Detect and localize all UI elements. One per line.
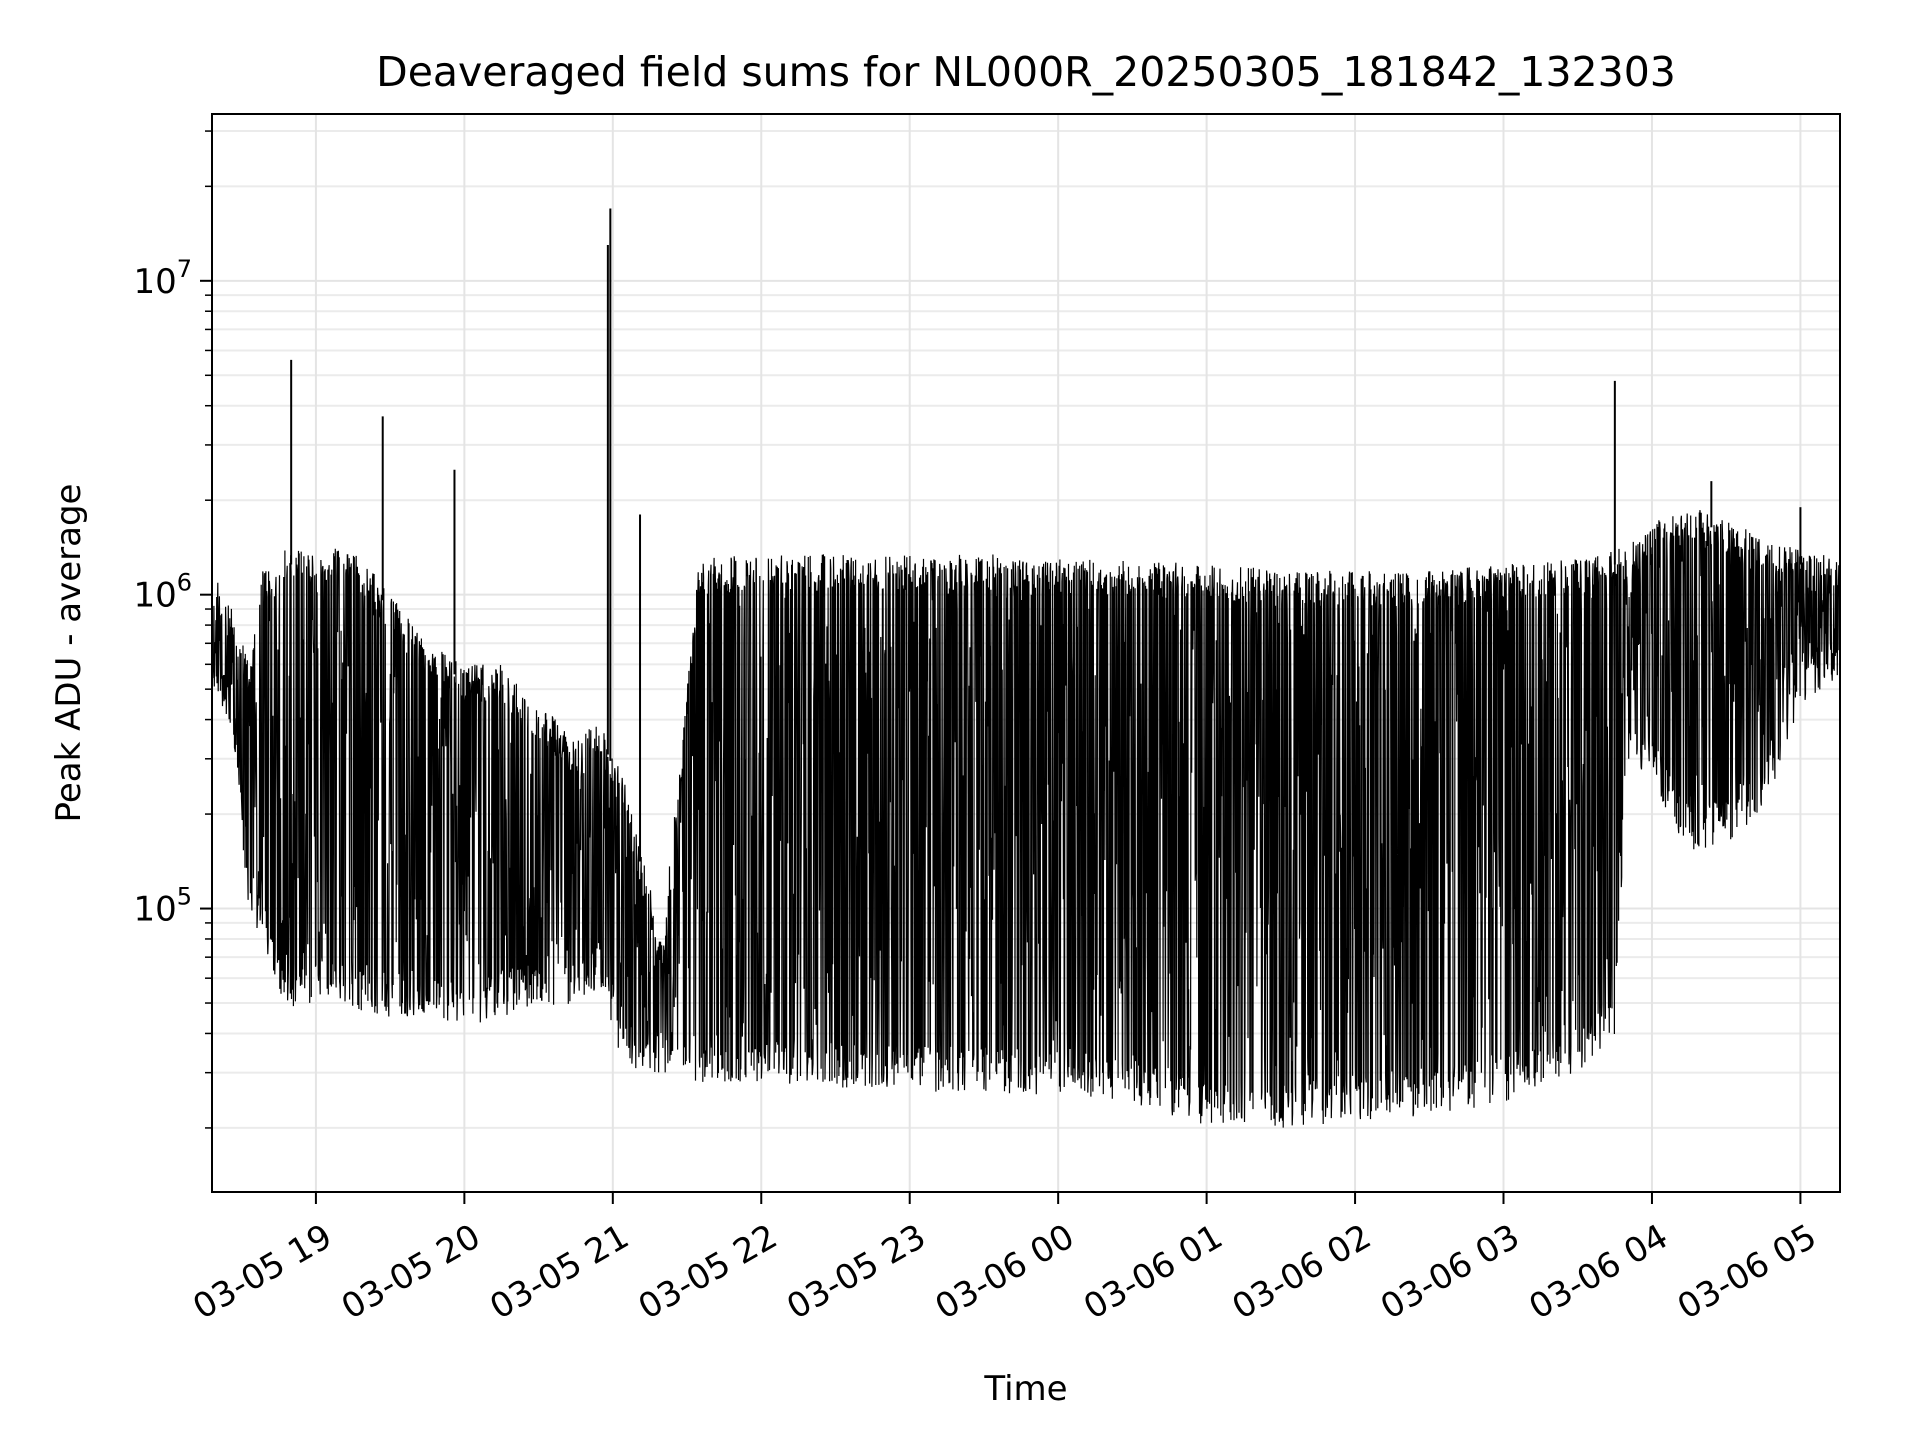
series-line-group	[211, 208, 1841, 1128]
x-axis-label: Time	[983, 1369, 1067, 1409]
plot-frame	[211, 113, 1841, 1193]
chart-title: Deaveraged field sums for NL000R_2025030…	[376, 48, 1676, 96]
y-tick-label: 107	[133, 255, 192, 302]
y-tick-label: 106	[133, 569, 192, 616]
y-axis-label: Peak ADU - average	[49, 484, 89, 823]
y-tick-label: 105	[133, 883, 192, 930]
series-line	[211, 510, 1841, 1128]
y-axis-ticks: 105 106 107	[133, 130, 212, 1129]
